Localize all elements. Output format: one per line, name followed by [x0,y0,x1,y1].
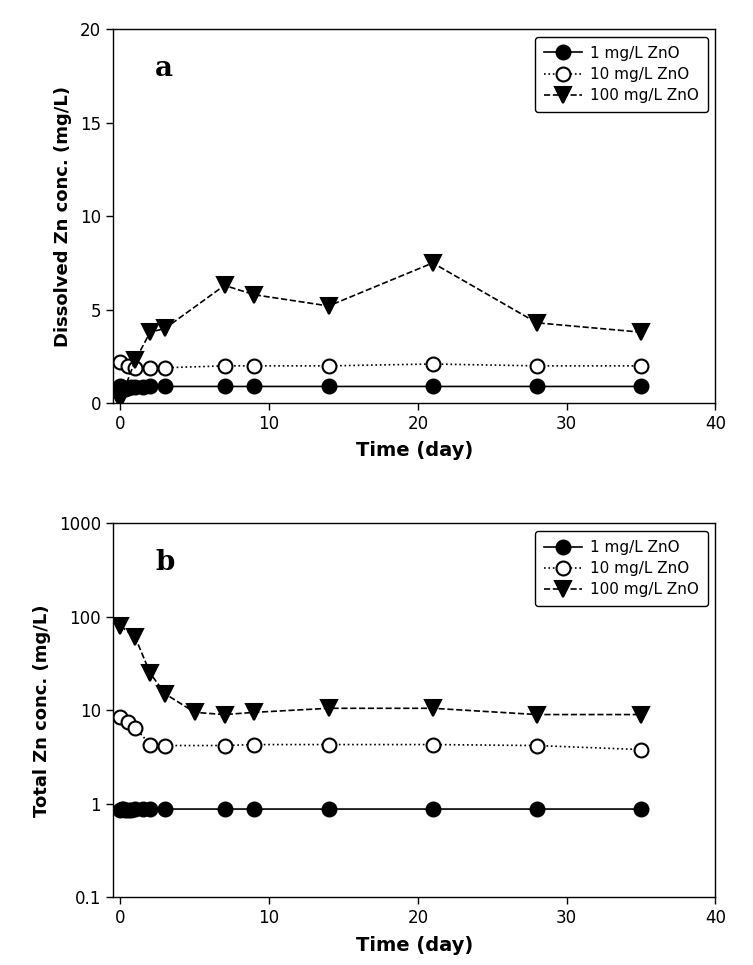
10 mg/L ZnO [532,740,541,752]
1 mg/L ZnO [160,803,169,814]
10 mg/L ZnO [131,722,140,733]
100 mg/L ZnO [145,667,154,678]
1 mg/L ZnO [145,803,154,814]
1 mg/L ZnO [636,803,645,814]
1 mg/L ZnO [428,803,437,814]
Legend: 1 mg/L ZnO, 10 mg/L ZnO, 100 mg/L ZnO: 1 mg/L ZnO, 10 mg/L ZnO, 100 mg/L ZnO [535,531,708,606]
Line: 100 mg/L ZnO: 100 mg/L ZnO [113,619,648,722]
100 mg/L ZnO [324,300,333,312]
10 mg/L ZnO [220,740,229,752]
100 mg/L ZnO [250,706,259,718]
10 mg/L ZnO [324,360,333,372]
100 mg/L ZnO [250,289,259,300]
10 mg/L ZnO [220,360,229,372]
100 mg/L ZnO [116,620,125,631]
Line: 1 mg/L ZnO: 1 mg/L ZnO [114,802,648,817]
X-axis label: Time (day): Time (day) [355,936,473,954]
10 mg/L ZnO [250,360,259,372]
1 mg/L ZnO [220,380,229,392]
10 mg/L ZnO [123,360,133,372]
1 mg/L ZnO [139,381,148,393]
10 mg/L ZnO [428,358,437,370]
100 mg/L ZnO [220,708,229,720]
10 mg/L ZnO [160,740,169,752]
100 mg/L ZnO [636,326,645,338]
1 mg/L ZnO [532,380,541,392]
100 mg/L ZnO [131,632,140,644]
100 mg/L ZnO [145,326,154,338]
100 mg/L ZnO [160,688,169,700]
1 mg/L ZnO [117,381,127,393]
1 mg/L ZnO [250,380,259,392]
10 mg/L ZnO [250,739,259,751]
1 mg/L ZnO [127,805,136,816]
Y-axis label: Total Zn conc. (mg/L): Total Zn conc. (mg/L) [32,604,50,816]
Line: 100 mg/L ZnO: 100 mg/L ZnO [113,256,648,407]
X-axis label: Time (day): Time (day) [355,441,473,460]
1 mg/L ZnO [131,381,140,393]
1 mg/L ZnO [120,383,130,395]
Text: b: b [155,549,175,576]
1 mg/L ZnO [120,805,130,816]
Line: 1 mg/L ZnO: 1 mg/L ZnO [114,379,648,397]
1 mg/L ZnO [428,380,437,392]
10 mg/L ZnO [636,744,645,756]
1 mg/L ZnO [116,805,125,816]
1 mg/L ZnO [324,803,333,814]
1 mg/L ZnO [532,803,541,814]
10 mg/L ZnO [131,362,140,373]
1 mg/L ZnO [119,803,128,814]
10 mg/L ZnO [324,739,333,751]
10 mg/L ZnO [532,360,541,372]
1 mg/L ZnO [117,803,127,814]
100 mg/L ZnO [636,708,645,720]
1 mg/L ZnO [123,382,133,394]
Legend: 1 mg/L ZnO, 10 mg/L ZnO, 100 mg/L ZnO: 1 mg/L ZnO, 10 mg/L ZnO, 100 mg/L ZnO [535,37,708,112]
1 mg/L ZnO [160,380,169,392]
100 mg/L ZnO [131,354,140,366]
100 mg/L ZnO [160,322,169,334]
Text: a: a [155,55,173,82]
1 mg/L ZnO [636,380,645,392]
1 mg/L ZnO [145,380,154,392]
Line: 10 mg/L ZnO: 10 mg/L ZnO [114,710,648,757]
10 mg/L ZnO [160,362,169,373]
100 mg/L ZnO [532,317,541,329]
1 mg/L ZnO [250,803,259,814]
1 mg/L ZnO [139,803,148,814]
100 mg/L ZnO [116,394,125,405]
10 mg/L ZnO [636,360,645,372]
100 mg/L ZnO [324,703,333,714]
100 mg/L ZnO [428,257,437,268]
1 mg/L ZnO [220,803,229,814]
100 mg/L ZnO [191,706,200,718]
10 mg/L ZnO [428,739,437,751]
10 mg/L ZnO [145,739,154,751]
100 mg/L ZnO [220,280,229,291]
100 mg/L ZnO [428,703,437,714]
Y-axis label: Dissolved Zn conc. (mg/L): Dissolved Zn conc. (mg/L) [53,86,72,346]
1 mg/L ZnO [123,805,133,816]
1 mg/L ZnO [116,380,125,392]
100 mg/L ZnO [532,708,541,720]
10 mg/L ZnO [123,716,133,728]
1 mg/L ZnO [131,803,140,814]
1 mg/L ZnO [119,382,128,394]
1 mg/L ZnO [127,381,136,393]
1 mg/L ZnO [324,380,333,392]
Line: 10 mg/L ZnO: 10 mg/L ZnO [114,355,648,374]
10 mg/L ZnO [145,362,154,373]
10 mg/L ZnO [116,356,125,368]
10 mg/L ZnO [116,711,125,723]
